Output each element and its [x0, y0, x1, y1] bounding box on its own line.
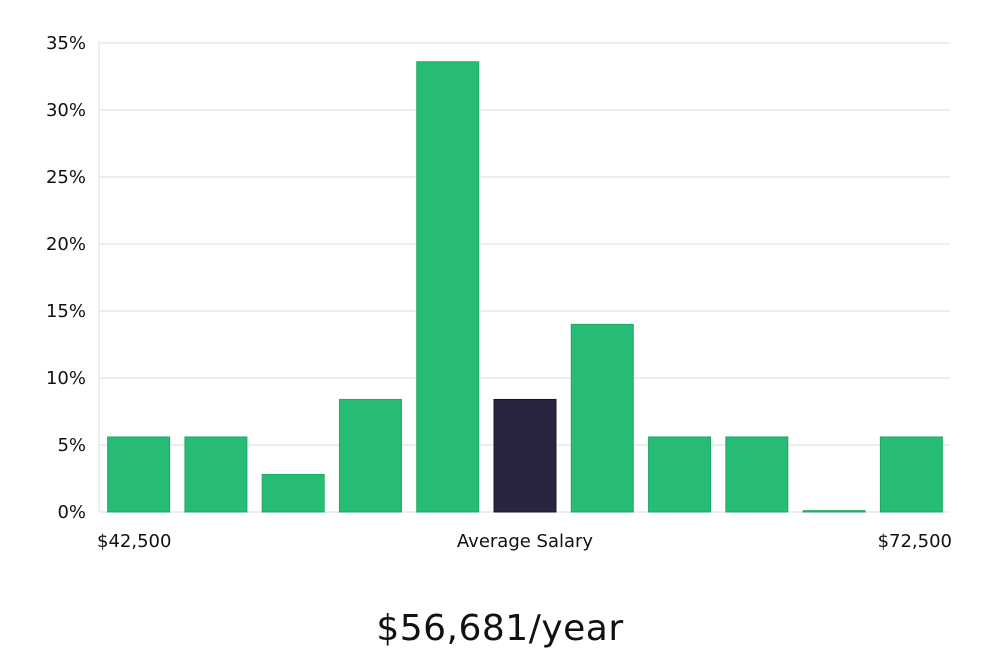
y-tick-label: 10% — [46, 368, 86, 389]
y-tick-label: 5% — [57, 435, 86, 456]
histogram-bar — [725, 436, 789, 513]
histogram-bar-highlighted — [493, 398, 557, 513]
histogram-bar — [184, 436, 248, 513]
histogram-bar — [879, 436, 943, 513]
histogram-bar — [261, 473, 325, 513]
y-axis-ticks: 0% 5% 10% 15% 20% 25% 30% 35% — [46, 33, 86, 523]
y-tick-label: 0% — [57, 502, 86, 523]
y-tick-label: 25% — [46, 167, 86, 188]
y-tick-label: 35% — [46, 33, 86, 54]
x-axis-label: Average Salary — [457, 531, 594, 552]
y-tick-label: 20% — [46, 234, 86, 255]
histogram-bar — [648, 436, 712, 513]
x-min-label: $42,500 — [97, 531, 171, 552]
histogram-bar — [338, 398, 402, 513]
x-max-label: $72,500 — [878, 531, 952, 552]
y-tick-label: 15% — [46, 301, 86, 322]
histogram-bar — [570, 323, 634, 513]
chart-svg: 0% 5% 10% 15% 20% 25% 30% 35% $42,500 Average S… — [46, 33, 952, 552]
average-salary-headline: $56,681/year — [376, 608, 624, 649]
bars — [107, 61, 943, 513]
histogram-bar — [416, 61, 480, 513]
y-tick-label: 30% — [46, 100, 86, 121]
histogram-bar — [107, 436, 171, 513]
histogram-bar — [802, 510, 866, 513]
